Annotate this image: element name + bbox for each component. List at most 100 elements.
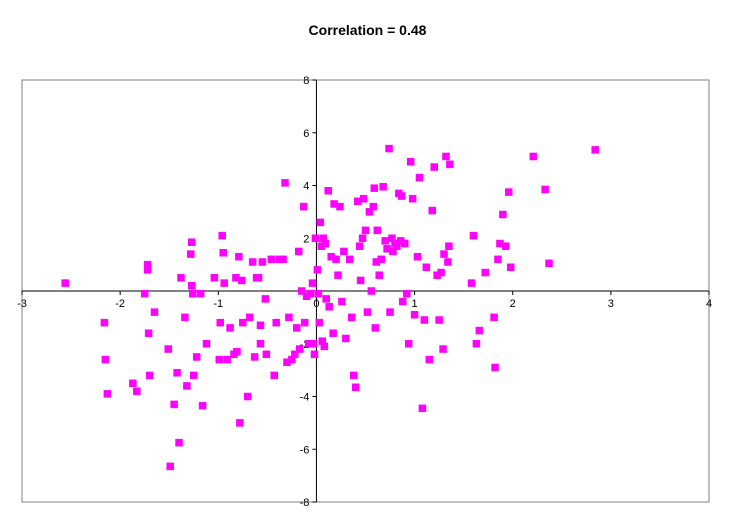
data-point bbox=[373, 226, 382, 235]
data-point bbox=[410, 310, 419, 319]
x-tick-label: -3 bbox=[17, 298, 27, 310]
data-point bbox=[491, 363, 499, 372]
data-point bbox=[322, 295, 330, 303]
data-point bbox=[359, 194, 368, 203]
data-point bbox=[369, 202, 378, 211]
data-point bbox=[133, 387, 141, 395]
data-point bbox=[329, 329, 337, 337]
data-point bbox=[261, 295, 270, 303]
data-point bbox=[399, 297, 407, 306]
data-point bbox=[103, 390, 112, 398]
data-point bbox=[386, 308, 394, 316]
data-point bbox=[150, 308, 159, 316]
x-tick-label: -2 bbox=[115, 298, 125, 310]
data-point bbox=[188, 281, 196, 290]
data-point bbox=[215, 355, 224, 364]
data-point bbox=[310, 350, 319, 359]
data-point bbox=[295, 345, 304, 353]
data-point bbox=[446, 160, 454, 169]
data-point bbox=[281, 179, 289, 187]
data-point bbox=[272, 318, 280, 327]
data-point bbox=[299, 202, 308, 211]
data-point bbox=[404, 340, 413, 348]
data-point bbox=[100, 318, 109, 327]
data-point bbox=[256, 321, 265, 330]
data-point bbox=[144, 329, 153, 337]
data-point bbox=[248, 258, 257, 266]
x-tick-label: 2 bbox=[510, 298, 516, 310]
data-point bbox=[367, 287, 376, 295]
data-point bbox=[529, 152, 538, 161]
data-point bbox=[175, 438, 183, 447]
data-points bbox=[61, 144, 599, 471]
data-point bbox=[385, 144, 393, 153]
data-point bbox=[472, 340, 481, 348]
data-point bbox=[226, 324, 234, 332]
data-point bbox=[379, 183, 387, 191]
data-point bbox=[591, 146, 599, 154]
data-point bbox=[309, 340, 318, 348]
data-point bbox=[377, 255, 385, 264]
data-point bbox=[346, 255, 354, 264]
data-point bbox=[371, 324, 380, 332]
data-point bbox=[262, 350, 271, 359]
data-point bbox=[202, 340, 211, 348]
data-point bbox=[351, 383, 360, 392]
data-point bbox=[402, 289, 411, 298]
data-point bbox=[316, 218, 325, 227]
data-point bbox=[314, 289, 323, 298]
data-point bbox=[356, 276, 365, 285]
data-point bbox=[187, 250, 195, 258]
data-point bbox=[258, 258, 267, 266]
data-point bbox=[320, 342, 329, 351]
data-point bbox=[358, 234, 367, 242]
data-point bbox=[210, 274, 219, 282]
x-tick-label: 4 bbox=[706, 298, 712, 310]
data-point bbox=[321, 239, 330, 248]
data-point bbox=[293, 324, 301, 332]
data-point bbox=[239, 318, 247, 327]
data-point bbox=[422, 263, 431, 272]
data-point bbox=[291, 350, 299, 359]
data-point bbox=[218, 231, 226, 240]
data-point bbox=[475, 326, 484, 335]
data-point bbox=[401, 239, 409, 248]
data-point bbox=[363, 308, 372, 316]
data-point bbox=[342, 334, 350, 343]
data-point bbox=[336, 202, 344, 211]
data-point bbox=[545, 259, 553, 268]
data-point bbox=[220, 279, 228, 287]
data-point bbox=[196, 289, 205, 298]
data-point bbox=[308, 279, 317, 287]
data-point bbox=[306, 289, 315, 298]
y-tick-label: -6 bbox=[300, 444, 310, 456]
data-point bbox=[279, 255, 287, 264]
data-point bbox=[355, 242, 364, 250]
data-point bbox=[467, 279, 476, 287]
data-point bbox=[216, 318, 224, 327]
data-point bbox=[444, 258, 452, 266]
data-point bbox=[428, 206, 436, 215]
y-tick-label: 8 bbox=[303, 75, 309, 87]
data-point bbox=[365, 208, 374, 216]
data-point bbox=[173, 369, 181, 377]
data-point bbox=[381, 237, 389, 245]
data-point bbox=[313, 266, 322, 274]
data-point bbox=[334, 271, 342, 279]
data-point bbox=[233, 347, 241, 356]
data-point bbox=[192, 353, 201, 361]
data-point bbox=[101, 355, 110, 364]
data-point bbox=[435, 316, 443, 324]
data-point bbox=[437, 268, 445, 277]
data-point bbox=[430, 163, 438, 171]
data-point bbox=[164, 345, 172, 353]
data-point bbox=[170, 400, 178, 409]
data-point bbox=[189, 289, 197, 298]
data-point bbox=[315, 318, 324, 327]
data-point bbox=[469, 231, 478, 240]
data-point bbox=[166, 462, 174, 471]
data-point bbox=[502, 242, 510, 250]
data-point bbox=[325, 303, 333, 311]
data-point bbox=[361, 226, 370, 235]
